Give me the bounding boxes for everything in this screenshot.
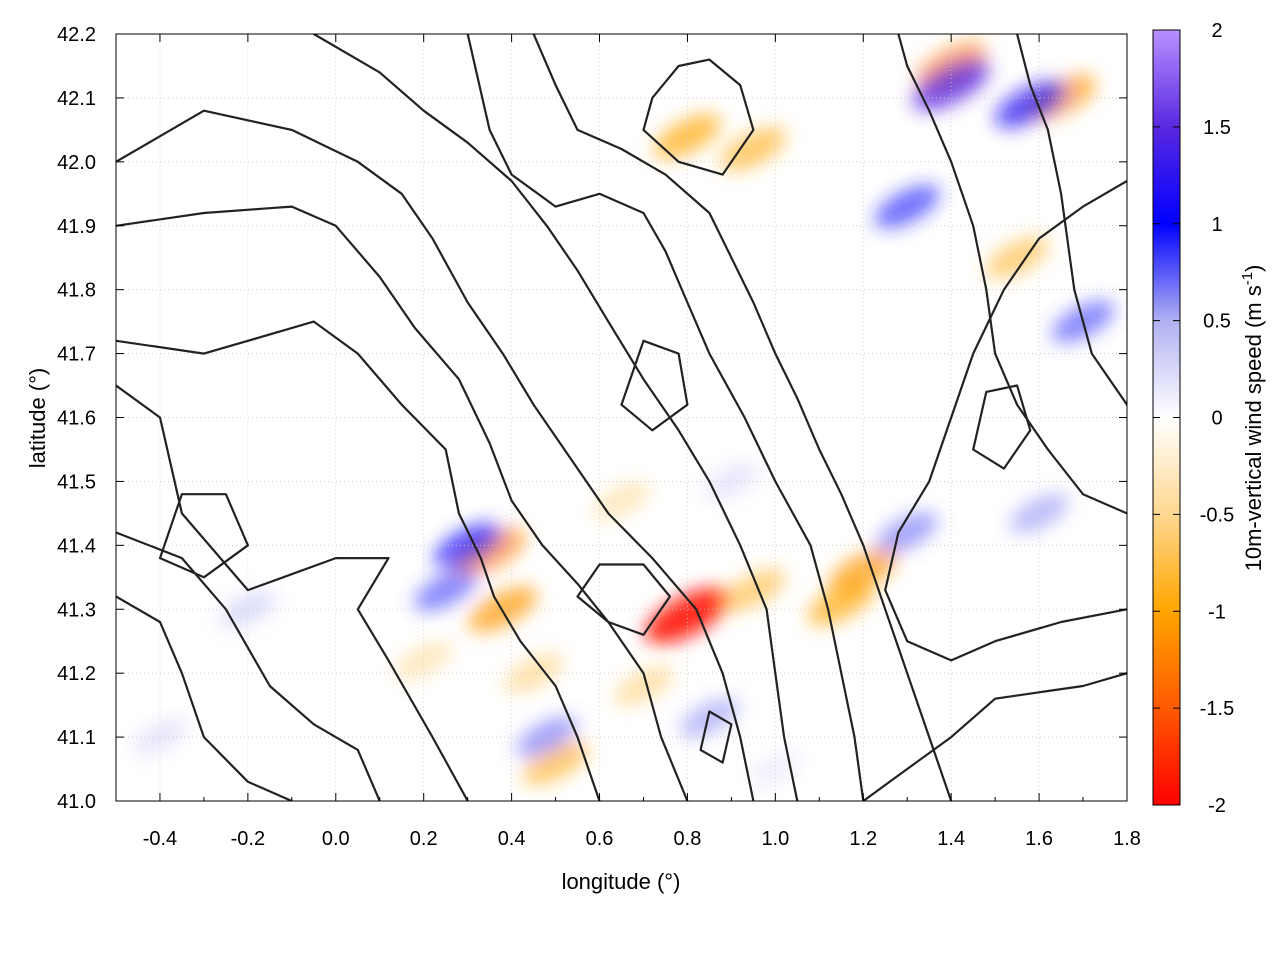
- contour-line: [897, 34, 1127, 515]
- y-tick-label: 41.2: [57, 663, 96, 685]
- terrain-contours: [116, 34, 1127, 801]
- contour-line: [116, 205, 689, 801]
- grid-lines: [116, 34, 1127, 801]
- x-axis-label: longitude (°): [562, 869, 681, 894]
- heat-blob: [876, 511, 938, 554]
- heat-blob: [721, 568, 785, 612]
- heat-blob: [874, 184, 940, 229]
- x-tick-label: 1.6: [1025, 828, 1053, 850]
- heat-blob: [704, 463, 759, 500]
- y-axis: 41.0 41.1 41.2 41.3 41.4 41.5 41.6 41.7 41.8 41.9…: [57, 24, 1127, 813]
- y-axis-label: latitude (°): [25, 368, 50, 469]
- y-tick-label: 41.0: [57, 791, 96, 813]
- colorbar-tick-label: 0.5: [1203, 311, 1231, 333]
- x-tick-label: 1.0: [761, 828, 789, 850]
- x-tick-label: 0.2: [410, 828, 438, 850]
- y-tick-label: 41.7: [57, 344, 96, 366]
- heat-blob: [395, 641, 453, 680]
- contour-line: [116, 595, 293, 801]
- contour-line: [532, 34, 953, 801]
- heat-blob: [133, 719, 187, 756]
- colorbar-tick-label: -2: [1208, 795, 1226, 817]
- heat-blob: [504, 653, 564, 694]
- contour-line: [466, 34, 865, 801]
- heat-blob: [1009, 493, 1069, 534]
- contour-line: [576, 563, 671, 636]
- heat-blob: [912, 59, 990, 111]
- colorbar-label-sup: -1: [1239, 272, 1256, 285]
- colorbar: -2 -1.5 -1 -0.5 0 0.5 1 1.5 2 10m-vertical wind …: [1152, 20, 1266, 817]
- contour-line: [116, 320, 601, 801]
- x-tick-label: -0.4: [143, 828, 177, 850]
- colorbar-label: 10m-vertical wind speed (m s-1): [1239, 265, 1266, 572]
- colorbar-tick-label: -0.5: [1200, 504, 1234, 526]
- heat-blob: [653, 113, 721, 159]
- y-tick-label: 41.8: [57, 280, 96, 302]
- y-tick-label: 42.1: [57, 88, 96, 110]
- x-tick-label: 1.2: [849, 828, 877, 850]
- colorbar-tick-label: 1: [1211, 214, 1222, 236]
- heat-blob: [994, 80, 1066, 128]
- x-tick-label: 1.8: [1113, 828, 1141, 850]
- y-tick-label: 41.3: [57, 599, 96, 621]
- heat-blob: [454, 528, 526, 576]
- x-tick-label: 0.6: [586, 828, 614, 850]
- heat-blob: [220, 590, 276, 628]
- x-tick-label: 1.4: [937, 828, 965, 850]
- x-tick-label: 0.4: [498, 828, 526, 850]
- y-tick-label: 42.2: [57, 24, 96, 46]
- colorbar-label-end: ): [1241, 265, 1266, 272]
- contour-line: [620, 339, 689, 432]
- x-tick-label: 0.8: [674, 828, 702, 850]
- heat-blob: [414, 568, 478, 612]
- x-tick-label: -0.2: [231, 828, 265, 850]
- colorbar-ticks: -2 -1.5 -1 -0.5 0 0.5 1 1.5 2: [1153, 20, 1234, 817]
- y-tick-label: 41.5: [57, 471, 96, 493]
- colorbar-label-text: 10m-vertical wind speed (m s: [1241, 285, 1266, 571]
- contour-line: [116, 531, 381, 801]
- contour-line: [1016, 34, 1127, 406]
- heat-blob: [807, 580, 875, 626]
- y-tick-label: 41.1: [57, 727, 96, 749]
- heat-blob: [523, 740, 589, 785]
- y-tick-label: 41.6: [57, 408, 96, 430]
- contour-line: [116, 109, 755, 801]
- y-tick-label: 42.0: [57, 152, 96, 174]
- heat-blob: [720, 127, 786, 171]
- heat-blob: [679, 698, 739, 738]
- heat-blob: [434, 522, 502, 568]
- contour-line: [116, 384, 469, 801]
- contour-line: [884, 179, 1127, 662]
- contour-line: [158, 493, 249, 579]
- heat-blob: [516, 716, 578, 758]
- contour-line: [699, 710, 733, 764]
- colorbar-tick-label: 1.5: [1203, 117, 1231, 139]
- contour-line: [642, 58, 755, 176]
- colorbar-tick-label: 2: [1211, 20, 1222, 42]
- contour-line: [972, 384, 1032, 470]
- colorbar-tick-label: -1: [1208, 601, 1226, 623]
- colorbar-tick-label: 0: [1211, 408, 1222, 430]
- colorbar-tick-label: -1.5: [1200, 698, 1234, 720]
- contour-line: [862, 672, 1127, 801]
- heat-blob: [613, 666, 674, 706]
- x-axis: -0.4 -0.2 0.0 0.2 0.4 0.6 0.8 1.0 1.2 1.4 1.6 1.8: [143, 34, 1141, 850]
- x-tick-label: 0.0: [322, 828, 350, 850]
- y-tick-label: 41.9: [57, 216, 96, 238]
- heat-blob: [644, 587, 730, 644]
- contour-line: [312, 34, 799, 801]
- y-tick-label: 41.4: [57, 535, 96, 557]
